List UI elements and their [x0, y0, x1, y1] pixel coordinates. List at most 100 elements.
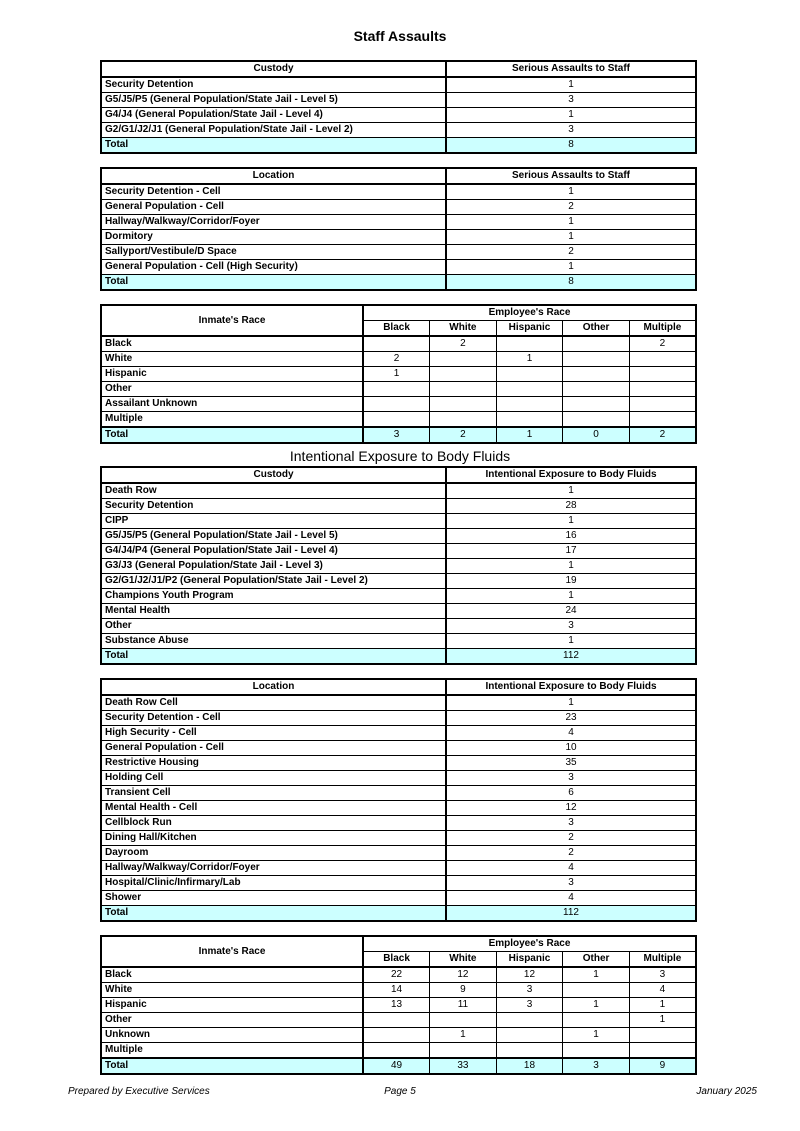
- total-value: 18: [495, 1057, 564, 1075]
- cell-value: [628, 381, 697, 397]
- total-value: 2: [628, 426, 697, 444]
- total-label: Total: [100, 648, 447, 665]
- cell-value: 22: [362, 966, 431, 983]
- cell-value: 1: [445, 214, 697, 230]
- cell-value: 1: [445, 259, 697, 275]
- row-label: Death Row: [100, 482, 447, 499]
- cell-value: 9: [429, 982, 497, 998]
- table-row: Security Detention 1: [100, 76, 697, 93]
- table-row: Hallway/Walkway/Corridor/Foyer 4: [100, 860, 697, 876]
- column-header: Intentional Exposure to Body Fluids: [445, 466, 697, 484]
- table-row: G4/J4/P4 (General Population/State Jail …: [100, 543, 697, 559]
- page-title: Staff Assaults: [353, 28, 447, 44]
- cell-value: 1: [445, 633, 697, 649]
- row-label: General Population - Cell: [100, 199, 447, 215]
- row-label: G5/J5/P5 (General Population/State Jail …: [100, 528, 447, 544]
- table-header-row: Inmate's Race Employee's Race: [100, 304, 697, 337]
- cell-value: [562, 396, 630, 412]
- row-label: High Security - Cell: [100, 725, 447, 741]
- row-label: Dayroom: [100, 845, 447, 861]
- section-body-fluids: Intentional Exposure to Body Fluids Cust…: [0, 447, 800, 1075]
- row-label: Hospital/Clinic/Infirmary/Lab: [100, 875, 447, 891]
- total-label: Total: [100, 1057, 364, 1075]
- column-header: Intentional Exposure to Body Fluids: [445, 678, 697, 696]
- cell-value: [429, 1042, 497, 1059]
- cell-value: 3: [445, 875, 697, 891]
- cell-value: [362, 1042, 431, 1059]
- row-label: Unknown: [100, 1027, 364, 1043]
- cell-value: 16: [445, 528, 697, 544]
- table-row: High Security - Cell 4: [100, 725, 697, 741]
- column-group-header: Employee's Race: [362, 935, 697, 952]
- table-row: Death Row 1: [100, 482, 697, 499]
- cell-value: 1: [445, 558, 697, 574]
- cell-value: 4: [445, 860, 697, 876]
- assaults-by-custody-table: Custody Serious Assaults to Staff Security…: [100, 60, 697, 154]
- total-row: Total 112: [100, 905, 697, 922]
- cell-value: 1: [445, 482, 697, 499]
- cell-value: [628, 396, 697, 412]
- cell-value: 3: [495, 997, 564, 1013]
- cell-value: 19: [445, 573, 697, 589]
- cell-value: [495, 396, 564, 412]
- row-label: Multiple: [100, 411, 364, 428]
- cell-value: 23: [445, 710, 697, 726]
- cell-value: [562, 411, 630, 428]
- cell-value: 4: [445, 725, 697, 741]
- row-label: White: [100, 982, 364, 998]
- row-label: Security Detention - Cell: [100, 710, 447, 726]
- table-row: Mental Health 24: [100, 603, 697, 619]
- row-label: Black: [100, 966, 364, 983]
- footer-date: January 2025: [696, 1086, 757, 1097]
- cell-value: 4: [445, 890, 697, 906]
- row-label: CIPP: [100, 513, 447, 529]
- table-subheader-row: Black White Hispanic Other Multiple: [101, 951, 697, 968]
- row-label: Security Detention: [100, 76, 447, 93]
- cell-value: 3: [445, 92, 697, 108]
- row-label: G2/G1/J2/J1 (General Population/State Ja…: [100, 122, 447, 138]
- section-title-body-fluids: Intentional Exposure to Body Fluids: [289, 448, 511, 464]
- cell-value: 1: [495, 351, 564, 367]
- table-row: CIPP 1: [100, 513, 697, 529]
- table-row: Sallyport/Vestibule/D Space 2: [100, 244, 697, 260]
- cell-value: 2: [445, 244, 697, 260]
- cell-value: 12: [495, 966, 564, 983]
- cell-value: [429, 411, 497, 428]
- cell-value: 3: [628, 966, 697, 983]
- row-label: Cellblock Run: [100, 815, 447, 831]
- column-header: White: [429, 951, 497, 968]
- total-value: 3: [562, 1057, 630, 1075]
- column-header: Black: [362, 320, 431, 337]
- table-row: Unknown 1 1: [100, 1027, 697, 1043]
- column-group-header: Employee's Race: [362, 304, 697, 321]
- table-row: Other 3: [100, 618, 697, 634]
- table-row: G5/J5/P5 (General Population/State Jail …: [100, 92, 697, 108]
- cell-value: 1: [445, 76, 697, 93]
- assaults-race-matrix-table: Inmate's Race Employee's Race Black White Hi…: [100, 304, 697, 444]
- cell-value: 1: [562, 1027, 630, 1043]
- cell-value: [495, 366, 564, 382]
- table-row: G3/J3 (General Population/State Jail - L…: [100, 558, 697, 574]
- cell-value: 11: [429, 997, 497, 1013]
- cell-value: 28: [445, 498, 697, 514]
- table-row: Security Detention - Cell 1: [100, 183, 697, 200]
- cell-value: [628, 411, 697, 428]
- table-subheader-row: Black White Hispanic Other Multiple: [101, 320, 697, 337]
- total-value: 112: [445, 648, 697, 665]
- row-label: Hispanic: [100, 997, 364, 1013]
- cell-value: [562, 366, 630, 382]
- cell-value: 14: [362, 982, 431, 998]
- row-label: Shower: [100, 890, 447, 906]
- exposure-race-matrix-table: Inmate's Race Employee's Race Black White Hi…: [100, 935, 697, 1075]
- total-value: 49: [362, 1057, 431, 1075]
- column-header: Multiple: [628, 320, 697, 337]
- table-row: Dining Hall/Kitchen 2: [100, 830, 697, 846]
- table-row: White 2 1: [100, 351, 697, 367]
- row-group-header: Inmate's Race: [100, 304, 364, 337]
- row-label: Other: [100, 1012, 364, 1028]
- cell-value: 3: [445, 815, 697, 831]
- total-value: 8: [445, 137, 697, 154]
- cell-value: [495, 1012, 564, 1028]
- cell-value: [362, 335, 431, 352]
- row-label: G2/G1/J2/J1/P2 (General Population/State…: [100, 573, 447, 589]
